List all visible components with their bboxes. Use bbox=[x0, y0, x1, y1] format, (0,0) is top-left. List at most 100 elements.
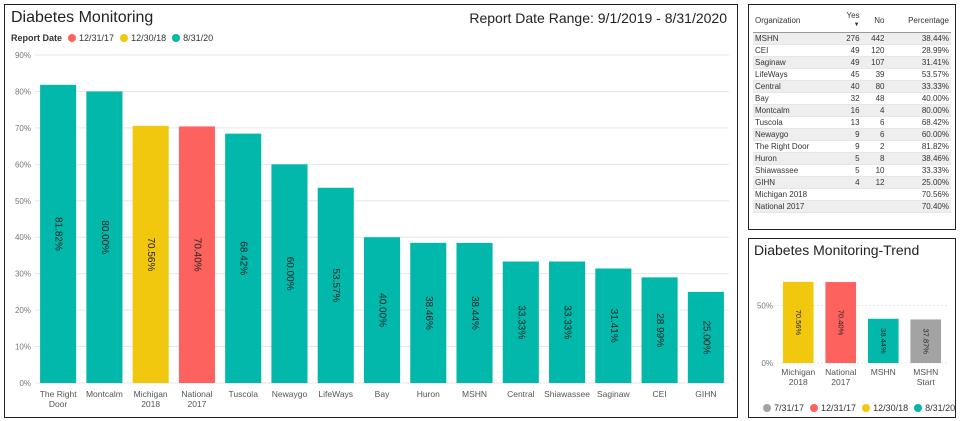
legend-item-8-31-20[interactable]: 8/31/20 bbox=[172, 33, 213, 43]
cell-organization: Saginaw bbox=[753, 56, 837, 69]
bar-value-label: 60.00% bbox=[284, 257, 295, 291]
bar-central[interactable] bbox=[502, 261, 539, 383]
x-category-label: CEI bbox=[653, 389, 667, 399]
bar-mshn[interactable] bbox=[456, 242, 493, 383]
cell-yes bbox=[836, 200, 862, 213]
table-row[interactable]: MSHN 276 442 38.44% bbox=[753, 32, 951, 45]
bar-national-2017[interactable] bbox=[825, 282, 857, 363]
x-category-label: Central bbox=[507, 389, 535, 399]
table-row[interactable]: Tuscola 13 6 68.42% bbox=[753, 116, 951, 129]
header-organization[interactable]: Organization bbox=[753, 10, 837, 33]
cell-yes: 45 bbox=[836, 68, 862, 81]
table-row[interactable]: GIHN 4 12 25.00% bbox=[753, 176, 951, 189]
table-row[interactable]: National 2017 70.40% bbox=[753, 200, 951, 213]
bar-saginaw[interactable] bbox=[595, 268, 632, 383]
legend-dot-icon bbox=[862, 404, 871, 412]
cell-yes: 9 bbox=[836, 140, 862, 153]
legend-dot-icon bbox=[763, 404, 771, 412]
x-category-label: Shiawassee bbox=[544, 389, 590, 399]
legend-dot-icon bbox=[914, 404, 923, 412]
bar-national-2017[interactable] bbox=[178, 126, 215, 383]
main-chart-panel: Diabetes Monitoring Report Date Range: 9… bbox=[4, 4, 738, 418]
legend-item-12-30-18[interactable]: 12/30/18 bbox=[862, 403, 908, 413]
bar-michigan-2018[interactable] bbox=[132, 125, 169, 384]
table-row[interactable]: Bay 32 48 40.00% bbox=[753, 92, 951, 105]
table-row[interactable]: Newaygo 9 6 60.00% bbox=[753, 128, 951, 141]
bar-the-right-door[interactable] bbox=[40, 84, 77, 383]
bar-newaygo[interactable] bbox=[271, 164, 308, 383]
header-no[interactable]: No bbox=[861, 10, 887, 33]
cell-no: 2 bbox=[861, 140, 887, 153]
legend-label: 12/30/18 bbox=[873, 403, 909, 413]
organization-table: Organization Yes ▼ No Percentage MSHN 276… bbox=[753, 10, 951, 213]
bar-lifeways[interactable] bbox=[317, 187, 354, 383]
bar-mshn-start[interactable] bbox=[910, 319, 942, 363]
x-category-label: MSHN bbox=[913, 367, 938, 377]
header-yes[interactable]: Yes ▼ bbox=[836, 10, 862, 33]
table-row[interactable]: Shiawassee 5 10 33.33% bbox=[753, 164, 951, 177]
cell-percentage: 68.42% bbox=[886, 116, 951, 129]
y-tick-label: 10% bbox=[15, 343, 31, 352]
x-category-label: 2018 bbox=[141, 399, 160, 409]
x-category-label: Michigan bbox=[781, 367, 815, 377]
bar-value-label: 70.56% bbox=[794, 310, 803, 336]
legend-label: 8/31/20 bbox=[925, 403, 956, 413]
y-tick-label: 0% bbox=[761, 359, 773, 368]
legend-item-12-30-18[interactable]: 12/30/18 bbox=[120, 33, 166, 43]
cell-percentage: 33.33% bbox=[886, 80, 951, 93]
bar-value-label: 37.87% bbox=[921, 329, 930, 355]
bar-cei[interactable] bbox=[641, 277, 678, 383]
cell-percentage: 38.46% bbox=[886, 152, 951, 165]
table-row[interactable]: CEI 49 120 28.99% bbox=[753, 44, 951, 57]
trend-chart-panel: Diabetes Monitoring-Trend 0% 50% 70.56% Mic… bbox=[748, 238, 956, 418]
x-category-label: MSHN bbox=[462, 389, 487, 399]
trend-chart-title: Diabetes Monitoring-Trend bbox=[754, 242, 920, 258]
bar-montcalm[interactable] bbox=[86, 91, 123, 383]
legend-dot-icon bbox=[68, 34, 77, 42]
bar-huron[interactable] bbox=[410, 242, 447, 383]
table-row[interactable]: Montcalm 16 4 80.00% bbox=[753, 104, 951, 117]
bar-value-label: 38.46% bbox=[423, 296, 434, 330]
cell-yes: 9 bbox=[836, 128, 862, 141]
bar-michigan-2018[interactable] bbox=[782, 281, 814, 363]
table-row[interactable]: Michigan 2018 70.56% bbox=[753, 188, 951, 201]
bar-value-label: 31.41% bbox=[608, 309, 619, 343]
header-percentage[interactable]: Percentage bbox=[886, 10, 951, 33]
x-category-label: Huron bbox=[417, 389, 440, 399]
bar-gihn[interactable] bbox=[687, 291, 724, 383]
cell-yes: 276 bbox=[836, 32, 862, 45]
x-category-label: 2018 bbox=[789, 377, 808, 387]
y-tick-label: 90% bbox=[15, 51, 31, 60]
cell-percentage: 40.00% bbox=[886, 92, 951, 105]
bar-mshn[interactable] bbox=[867, 318, 899, 363]
table-row[interactable]: LifeWays 45 39 53.57% bbox=[753, 68, 951, 81]
table-row[interactable]: Huron 5 8 38.46% bbox=[753, 152, 951, 165]
bar-value-label: 80.00% bbox=[99, 220, 110, 254]
y-tick-label: 40% bbox=[15, 233, 31, 242]
bar-value-label: 70.40% bbox=[191, 238, 202, 272]
cell-no: 39 bbox=[861, 68, 887, 81]
x-category-label: National bbox=[825, 367, 856, 377]
legend-item-12-31-17[interactable]: 12/31/17 bbox=[810, 403, 856, 413]
cell-organization: MSHN bbox=[753, 32, 837, 45]
cell-no: 48 bbox=[861, 92, 887, 105]
legend-item-7-31-17[interactable]: 7/31/17 bbox=[763, 403, 804, 413]
bar-bay[interactable] bbox=[363, 237, 401, 383]
cell-no: 120 bbox=[861, 44, 887, 57]
cell-no: 8 bbox=[861, 152, 887, 165]
legend-item-8-31-20[interactable]: 8/31/20 bbox=[914, 403, 955, 413]
table-row[interactable]: The Right Door 9 2 81.82% bbox=[753, 140, 951, 153]
x-category-label: GIHN bbox=[695, 389, 716, 399]
cell-no: 6 bbox=[861, 128, 887, 141]
table-row[interactable]: Saginaw 49 107 31.41% bbox=[753, 56, 951, 69]
legend-title: Report Date bbox=[11, 33, 63, 43]
x-category-label: The Right bbox=[40, 389, 77, 399]
cell-no bbox=[861, 188, 887, 201]
table-row[interactable]: Central 40 80 33.33% bbox=[753, 80, 951, 93]
cell-percentage: 81.82% bbox=[886, 140, 951, 153]
bar-shiawassee[interactable] bbox=[549, 261, 586, 383]
legend-item-12-31-17[interactable]: 12/31/17 bbox=[68, 33, 114, 43]
cell-organization: Central bbox=[753, 80, 837, 93]
bar-tuscola[interactable] bbox=[225, 133, 262, 383]
y-tick-label: 70% bbox=[15, 124, 31, 133]
